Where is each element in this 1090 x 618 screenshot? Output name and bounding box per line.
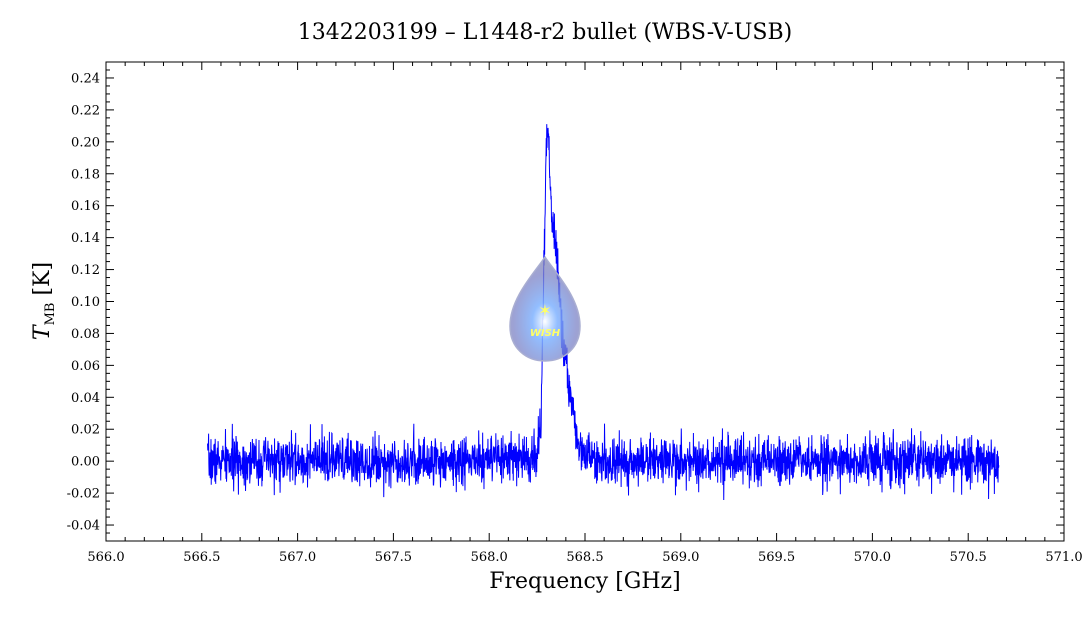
y-tick-label: 0.02 [71,423,100,438]
y-tick-label: 0.12 [71,263,100,278]
y-tick-label: 0.06 [71,359,100,374]
x-tick-labels: 566.0 566.5 567.0 567.5 568.0 568.5 569.0 569.5… [87,550,1082,565]
y-tick-label: 0.22 [71,103,100,118]
x-tick-label: 571.0 [1045,550,1082,565]
y-axis-title-main: T [30,323,55,340]
chart-title: 1342203199 – L1448-r2 bullet (WBS-V-USB) [298,20,792,45]
spectrum-series-line [207,124,1000,500]
wish-logo-text: WISH [530,328,561,339]
y-tick-label: 0.20 [71,135,100,150]
x-tick-label: 568.0 [471,550,508,565]
y-tick-label: 0.10 [71,295,100,310]
y-tick-label: 0.16 [71,199,100,214]
x-tick-label: 567.0 [279,550,316,565]
x-tick-label: 569.0 [662,550,699,565]
y-tick-label: 0.04 [71,391,100,406]
x-tick-label: 566.5 [183,550,220,565]
y-tick-label: 0.18 [71,167,100,182]
x-axis-title: Frequency [GHz] [489,569,681,594]
y-tick-label: 0.08 [71,327,100,342]
y-tick-label: -0.02 [67,487,100,502]
wish-logo-star-icon: ✶ [538,301,551,320]
y-axis-title: TMB [K] [30,262,58,340]
y-tick-label: 0.14 [71,231,100,246]
x-tick-label: 566.0 [87,550,124,565]
x-tick-label: 570.5 [950,550,987,565]
x-tick-label: 570.0 [854,550,891,565]
y-tick-label: 0.00 [71,455,100,470]
plot-frame [105,61,1065,542]
wish-drop-shape [509,255,581,362]
x-tick-label: 569.5 [758,550,795,565]
axis-ticks [105,62,1065,541]
y-tick-label: -0.04 [67,519,100,534]
y-tick-labels: -0.04 -0.02 0.00 0.02 0.04 0.06 0.08 0.10 0.12 0.… [67,71,100,533]
x-tick-label: 568.5 [566,550,603,565]
y-tick-label: 0.24 [71,71,100,86]
wish-logo: ✶ WISH [509,255,581,362]
y-axis-title-unit: [K] [30,262,55,303]
x-tick-label: 567.5 [375,550,412,565]
y-axis-title-sub: MB [43,303,58,326]
